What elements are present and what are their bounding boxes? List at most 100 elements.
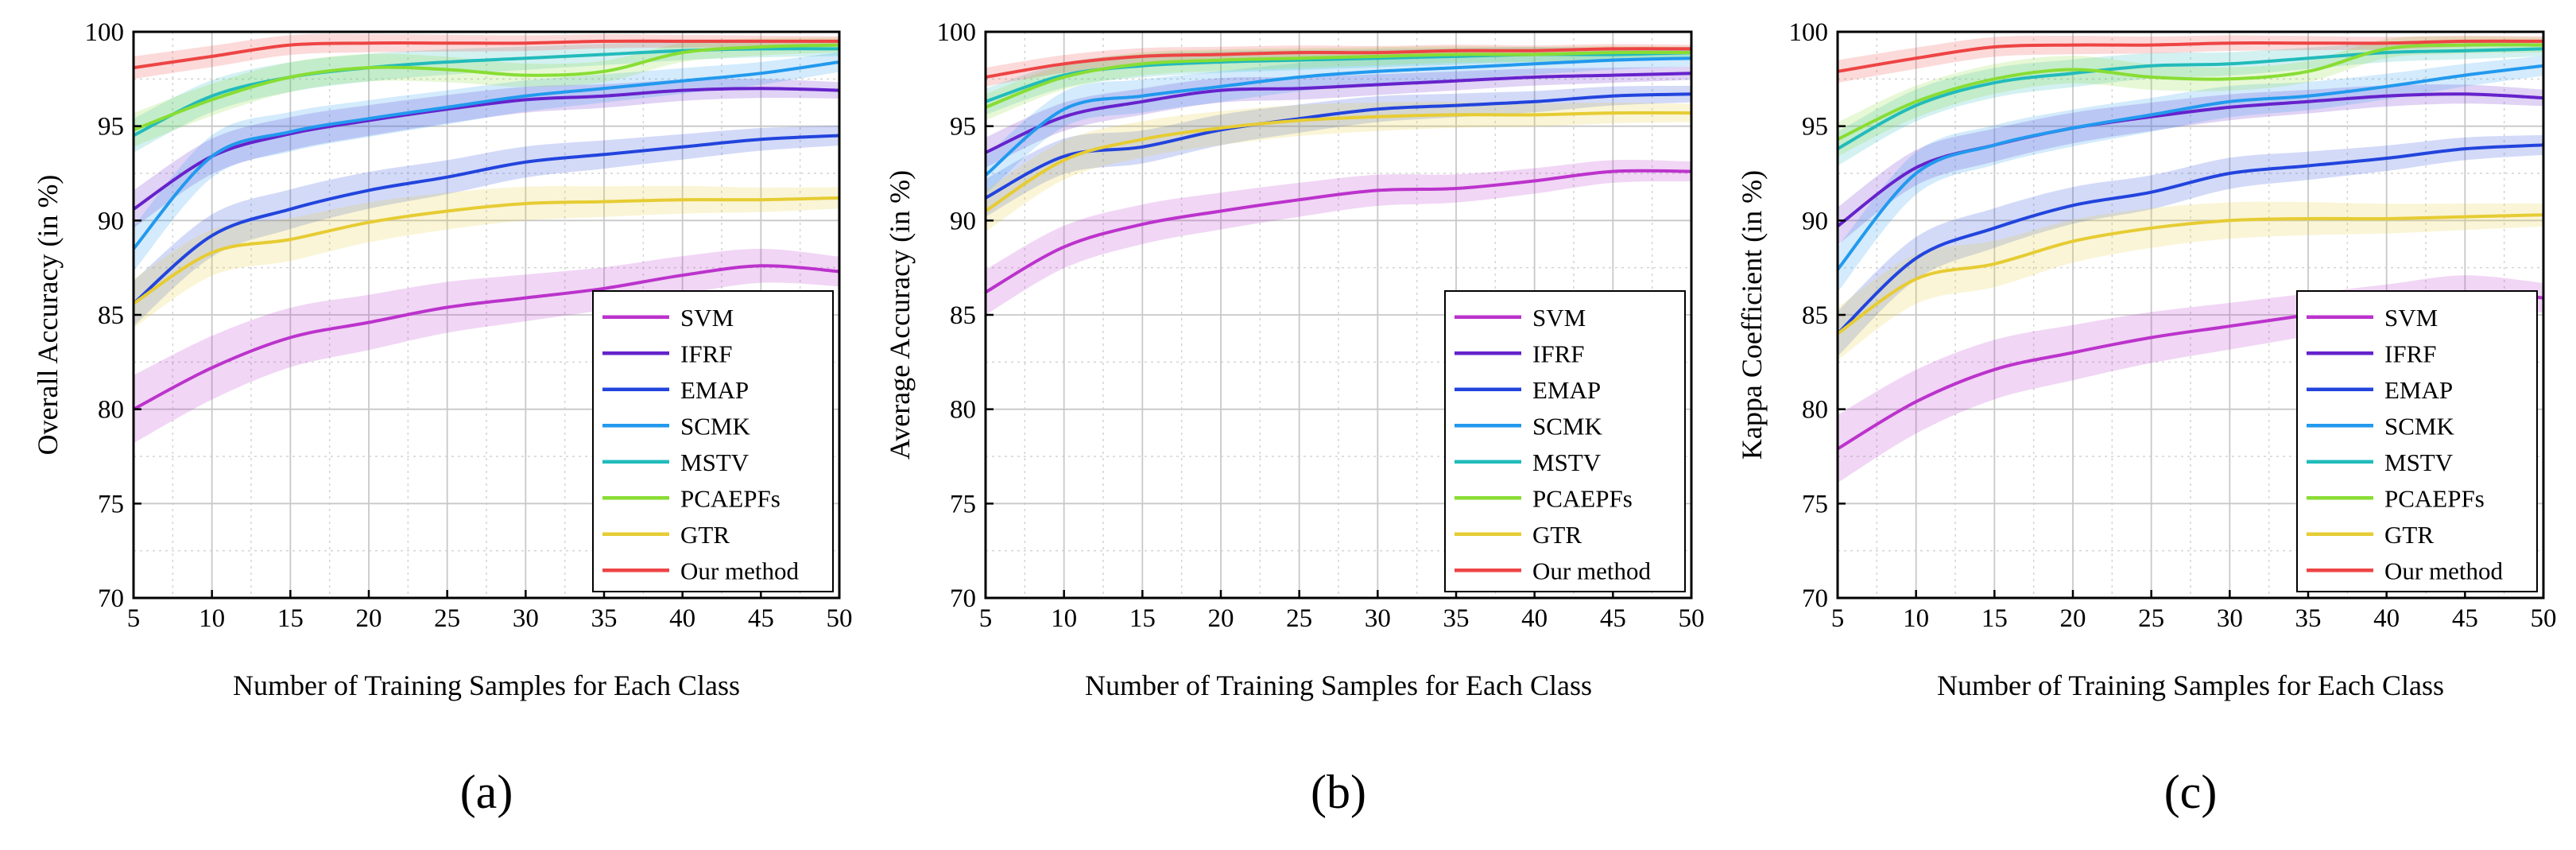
series-lines-a (134, 39, 839, 411)
legend-label: SVM (680, 304, 734, 332)
x-tick-label: 45 (748, 604, 774, 633)
x-tick-label: 30 (513, 604, 539, 633)
legend-label: MSTV (680, 448, 750, 476)
series-lines-c (1838, 39, 2543, 451)
legend-item-pcaepfs: PCAEPFs (1455, 484, 1633, 512)
legend-item-our-method: Our method (1455, 557, 1651, 584)
series-line-our-method (134, 39, 839, 70)
legend-item-pcaepfs: PCAEPFs (2307, 484, 2485, 512)
legend-label: EMAP (2384, 376, 2453, 404)
legend-item-scmk: SCMK (2307, 412, 2454, 440)
x-tick-label: 20 (2060, 604, 2086, 633)
series-line-pcaepfs (134, 43, 839, 132)
legend-c: SVM IFRF EMAP SCMK MSTV PCAEPFs GTR Our method (2296, 290, 2538, 592)
series-line-emap (134, 134, 839, 305)
legend-label: Our method (1532, 557, 1651, 584)
legend-item-gtr: GTR (2307, 521, 2434, 549)
x-tick-label: 35 (2295, 604, 2322, 633)
x-tick-label: 20 (1208, 604, 1234, 633)
ticks-b: 5 10 15 20 25 30 35 40 45 50 70 75 80 85 90 95 100 (937, 18, 1705, 633)
x-tick-label: 25 (434, 604, 460, 633)
x-axis-label: Number of Training Samples for Each Clas… (1937, 670, 2444, 701)
legend-label: Our method (680, 557, 799, 584)
x-tick-label: 50 (2531, 604, 2557, 633)
panel-label-c: (c) (2164, 766, 2218, 818)
y-tick-label: 80 (1802, 396, 1828, 425)
legend-item-svm: SVM (602, 304, 734, 332)
legend-label: SCMK (1532, 412, 1602, 440)
chart-panel-c: 5 10 15 20 25 30 35 40 45 50 70 75 80 85 90 95 100 Number… (1736, 18, 2557, 818)
legend-label: GTR (2384, 521, 2434, 549)
legend-b: SVM IFRF EMAP SCMK MSTV PCAEPFs GTR Our method (1444, 290, 1686, 592)
series-line-our-method (986, 47, 1691, 79)
band-mstv (1838, 41, 2543, 166)
y-tick-label: 95 (1802, 113, 1828, 142)
y-tick-label: 100 (1789, 18, 1829, 47)
y-tick-label: 90 (1802, 207, 1828, 235)
y-tick-label: 75 (1802, 490, 1828, 518)
y-axis-label: Overall Accuracy (in %) (32, 175, 64, 456)
ticks-c: 5 10 15 20 25 30 35 40 45 50 70 75 80 85 90 95 100 (1789, 18, 2557, 633)
series-lines-b (986, 47, 1691, 294)
legend-label: Our method (2384, 557, 2503, 584)
series-line-svm (134, 264, 839, 411)
band-svm (986, 160, 1691, 315)
legend-item-mstv: MSTV (602, 448, 750, 476)
legend-label: IFRF (1532, 340, 1584, 367)
legend-label: SCMK (2384, 412, 2454, 440)
y-tick-label: 85 (98, 301, 124, 330)
band-gtr (134, 185, 839, 328)
x-axis-label: Number of Training Samples for Each Clas… (233, 670, 740, 701)
series-line-scmk (986, 56, 1691, 177)
legend-label: MSTV (1532, 448, 1602, 476)
x-tick-label: 10 (199, 604, 225, 633)
y-tick-label: 70 (98, 584, 124, 613)
panel-label-a: (a) (460, 766, 513, 818)
legend-label: IFRF (2384, 340, 2436, 367)
y-tick-label: 75 (950, 490, 976, 518)
y-tick-label: 100 (937, 18, 977, 47)
y-tick-label: 90 (98, 207, 124, 235)
series-line-scmk (134, 60, 839, 250)
legend-label: EMAP (680, 376, 749, 404)
y-tick-label: 95 (98, 113, 124, 142)
legend-item-emap: EMAP (602, 376, 749, 404)
x-tick-label: 5 (1831, 604, 1845, 633)
legend-item-emap: EMAP (2307, 376, 2453, 404)
legend-item-scmk: SCMK (602, 412, 750, 440)
series-line-our-method (1838, 39, 2543, 73)
legend-box (1444, 290, 1686, 592)
series-line-gtr (1838, 213, 2543, 336)
band-mstv (134, 40, 839, 153)
band-scmk (1838, 56, 2543, 293)
y-tick-label: 85 (950, 301, 976, 330)
x-tick-label: 15 (277, 604, 304, 633)
band-pcaepfs (134, 37, 839, 147)
legend-label: MSTV (2384, 448, 2454, 476)
legend-label: GTR (680, 521, 730, 549)
legend-item-pcaepfs: PCAEPFs (602, 484, 781, 512)
x-tick-label: 10 (1903, 604, 1929, 633)
y-tick-label: 85 (1802, 301, 1828, 330)
x-tick-label: 25 (2138, 604, 2164, 633)
band-pcaepfs (1838, 36, 2543, 157)
x-tick-label: 40 (1521, 604, 1548, 633)
series-line-emap (1838, 143, 2543, 336)
legend-label: PCAEPFs (2384, 484, 2485, 512)
ticks-a: 5 10 15 20 25 30 35 40 45 50 70 75 80 85 90 95 100 (85, 18, 853, 633)
x-tick-label: 5 (127, 604, 141, 633)
series-line-gtr (986, 111, 1691, 213)
y-tick-label: 100 (85, 18, 125, 47)
y-tick-label: 90 (950, 207, 976, 235)
band-gtr (1838, 201, 2543, 360)
x-tick-label: 30 (2217, 604, 2243, 633)
legend-item-svm: SVM (2307, 304, 2438, 332)
x-axis-label: Number of Training Samples for Each Clas… (1085, 670, 1592, 701)
series-line-svm (986, 169, 1691, 294)
x-tick-label: 30 (1365, 604, 1391, 633)
legend-label: PCAEPFs (1532, 484, 1633, 512)
x-tick-label: 20 (356, 604, 382, 633)
panel-label-b: (b) (1311, 766, 1366, 818)
band-emap (1838, 134, 2543, 357)
